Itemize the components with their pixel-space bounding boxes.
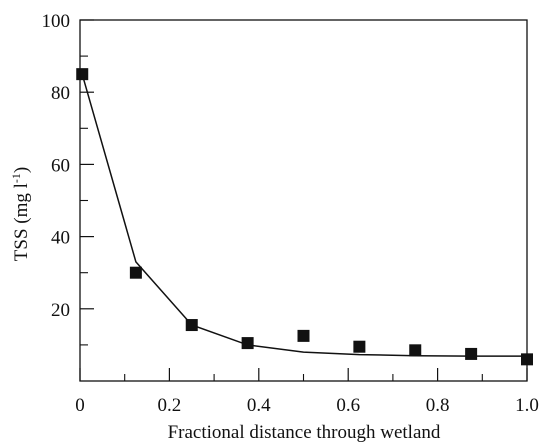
x-axis-title: Fractional distance through wetland (168, 422, 441, 443)
x-tick-label: 1.0 (515, 395, 539, 416)
y-tick-label: 60 (51, 155, 70, 176)
axes (79, 19, 528, 382)
data-point (409, 344, 422, 357)
y-tick-label: 80 (51, 83, 70, 104)
data-point (297, 329, 310, 342)
y-tick-label: 40 (51, 228, 70, 249)
data-point (129, 266, 142, 279)
y-axis-title-base: TSS (mg l (11, 183, 32, 261)
x-tick-label: 0.4 (247, 395, 271, 416)
y-tick-label: 20 (51, 300, 70, 321)
y-axis-title-end: ) (11, 167, 32, 173)
y-axis-title: TSS (mg l-1) (9, 167, 32, 261)
y-axis-title-superscript: -1 (9, 173, 23, 183)
x-tick-label: 0.2 (158, 395, 182, 416)
data-point (76, 68, 89, 81)
fitted-curve (81, 73, 527, 357)
x-tick-label: 0.8 (426, 395, 450, 416)
x-tick-label: 0 (75, 395, 85, 416)
plot-frame (79, 19, 528, 382)
x-tick-label: 0.6 (336, 395, 360, 416)
data-point (241, 337, 254, 350)
tick-labels: 0 0.2 0.4 0.6 0.8 1.0 20 40 60 80 100 (42, 11, 539, 416)
data-point (353, 340, 366, 353)
y-tick-label: 100 (42, 11, 71, 32)
data-point (465, 347, 478, 360)
plot-area (76, 68, 533, 366)
data-point (185, 319, 198, 332)
